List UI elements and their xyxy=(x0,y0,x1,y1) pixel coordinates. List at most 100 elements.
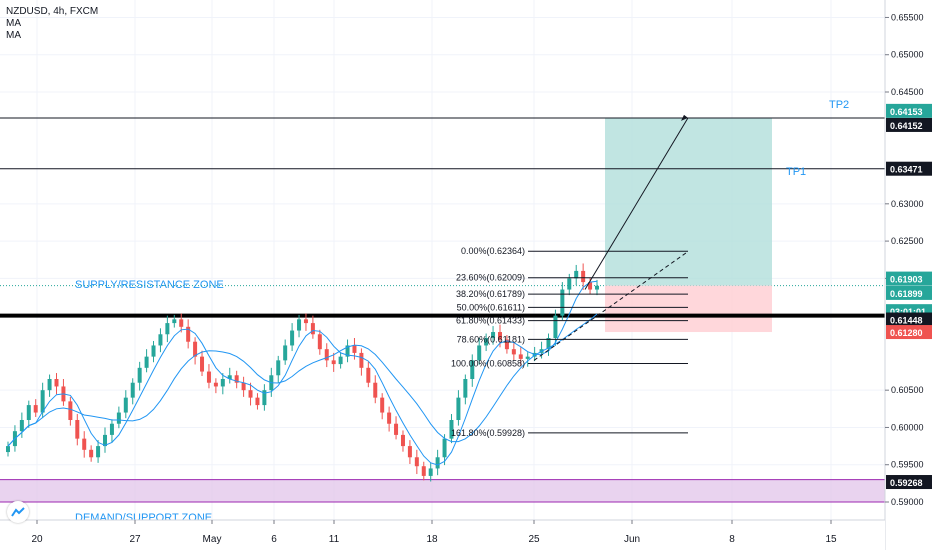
ma-line-slow[interactable] xyxy=(7,313,598,447)
candle-body[interactable] xyxy=(26,405,31,420)
candle-body[interactable] xyxy=(276,360,281,376)
candle-body[interactable] xyxy=(47,379,52,391)
ma-line-fast[interactable] xyxy=(7,280,598,466)
candle-body[interactable] xyxy=(109,423,114,435)
candle-body[interactable] xyxy=(477,345,482,361)
candle-body[interactable] xyxy=(581,270,586,283)
tradingview-logo-icon[interactable] xyxy=(7,501,29,523)
time-axis[interactable] xyxy=(0,520,885,550)
candle-body[interactable] xyxy=(310,323,315,335)
candle-body[interactable] xyxy=(317,334,322,350)
candle-body[interactable] xyxy=(123,397,128,413)
candle-body[interactable] xyxy=(179,319,184,327)
candle-body[interactable] xyxy=(6,446,10,453)
position-target-area[interactable] xyxy=(605,117,772,286)
candle-body[interactable] xyxy=(456,397,461,420)
candle-body[interactable] xyxy=(89,449,94,458)
candle-body[interactable] xyxy=(283,345,288,361)
candle-body[interactable] xyxy=(255,397,260,406)
candle-body[interactable] xyxy=(82,438,87,450)
candle-body[interactable] xyxy=(241,382,246,391)
candle-body[interactable] xyxy=(588,282,593,290)
candle-body[interactable] xyxy=(331,360,336,365)
candle-body[interactable] xyxy=(144,356,149,368)
candle-body[interactable] xyxy=(428,468,433,476)
symbol-title[interactable]: NZDUSD, 4h, FXCM xyxy=(6,6,99,17)
candle-body[interactable] xyxy=(595,285,599,290)
candle-body[interactable] xyxy=(290,330,295,346)
price-tag[interactable] xyxy=(886,312,932,327)
candle-body[interactable] xyxy=(220,379,225,387)
candle-body[interactable] xyxy=(366,367,371,383)
ma-indicator-1[interactable]: MA xyxy=(6,18,21,29)
candle-body[interactable] xyxy=(33,405,38,413)
price-tag[interactable] xyxy=(886,325,932,340)
candle-body[interactable] xyxy=(463,379,468,398)
candle-body[interactable] xyxy=(511,349,516,355)
candle-body[interactable] xyxy=(435,457,440,469)
candle-body[interactable] xyxy=(338,356,343,365)
candle-body[interactable] xyxy=(151,345,156,357)
candle-body[interactable] xyxy=(54,379,59,387)
candle-body[interactable] xyxy=(414,457,419,467)
candle-body[interactable] xyxy=(200,356,205,372)
candle-body[interactable] xyxy=(19,420,24,432)
candle-body[interactable] xyxy=(491,332,496,338)
candle-body[interactable] xyxy=(553,315,558,338)
dashed-trend-line[interactable] xyxy=(533,251,689,361)
candle-body[interactable] xyxy=(75,420,80,439)
candle-body[interactable] xyxy=(324,349,329,361)
candle-body[interactable] xyxy=(137,367,142,383)
candle-body[interactable] xyxy=(421,466,426,476)
candle-body[interactable] xyxy=(442,438,447,458)
candle-body[interactable] xyxy=(574,270,579,279)
candle-body[interactable] xyxy=(380,397,385,413)
candle-body[interactable] xyxy=(297,319,302,331)
candle-body[interactable] xyxy=(227,375,232,379)
candle-body[interactable] xyxy=(504,339,509,350)
price-tag[interactable] xyxy=(886,475,932,490)
candle-body[interactable] xyxy=(567,278,572,290)
price-tag[interactable] xyxy=(886,161,932,176)
candle-body[interactable] xyxy=(518,354,523,359)
candle-body[interactable] xyxy=(96,446,101,458)
candle-body[interactable] xyxy=(546,338,551,350)
candle-body[interactable] xyxy=(394,423,399,435)
candle-body[interactable] xyxy=(359,352,364,368)
candle-body[interactable] xyxy=(213,382,218,387)
candle-body[interactable] xyxy=(165,323,170,335)
candle-body[interactable] xyxy=(40,390,45,413)
candle-body[interactable] xyxy=(484,338,489,346)
candle-body[interactable] xyxy=(345,345,350,357)
candle-body[interactable] xyxy=(130,382,135,398)
candle-body[interactable] xyxy=(449,420,454,439)
price-tag[interactable] xyxy=(886,117,932,132)
candle-body[interactable] xyxy=(116,412,121,424)
candle-body[interactable] xyxy=(234,375,239,383)
price-tag[interactable] xyxy=(886,285,932,300)
candle-body[interactable] xyxy=(470,360,475,379)
candle-body[interactable] xyxy=(172,319,177,324)
demand-zone-area[interactable] xyxy=(0,479,885,502)
projection-arrow-line[interactable] xyxy=(584,117,689,290)
candle-body[interactable] xyxy=(158,334,163,346)
candle-body[interactable] xyxy=(373,382,378,398)
candle-body[interactable] xyxy=(407,446,412,458)
price-tag[interactable] xyxy=(886,103,932,118)
candle-body[interactable] xyxy=(262,390,267,406)
candle-body[interactable] xyxy=(206,371,211,383)
ma-indicator-2[interactable]: MA xyxy=(6,30,21,41)
candle-body[interactable] xyxy=(193,341,198,357)
candle-body[interactable] xyxy=(497,332,502,340)
candle-body[interactable] xyxy=(68,401,73,420)
candle-body[interactable] xyxy=(400,434,405,447)
candle-body[interactable] xyxy=(248,390,253,398)
candle-body[interactable] xyxy=(387,412,392,424)
position-stop-area[interactable] xyxy=(605,285,772,333)
candle-body[interactable] xyxy=(303,319,308,324)
candle-body[interactable] xyxy=(103,434,108,447)
price-tag[interactable] xyxy=(886,271,932,286)
candle-body[interactable] xyxy=(186,326,191,342)
